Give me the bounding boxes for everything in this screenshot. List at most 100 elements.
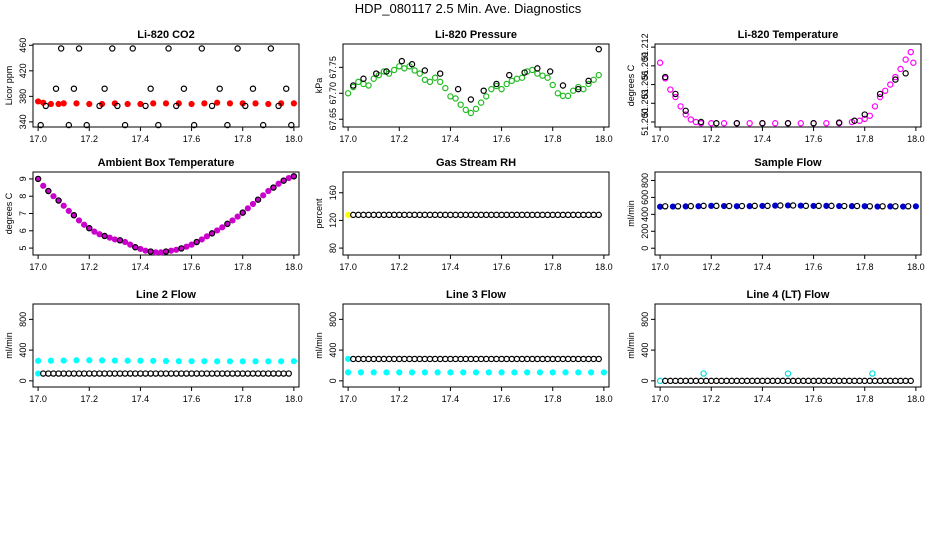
y-tick-label: 160 bbox=[328, 185, 338, 200]
data-point bbox=[188, 370, 195, 377]
data-point bbox=[695, 203, 702, 210]
data-point bbox=[106, 370, 113, 377]
data-point bbox=[65, 207, 72, 215]
data-point bbox=[360, 355, 367, 363]
y-tick-label: 800 bbox=[18, 312, 28, 327]
data-point bbox=[73, 357, 80, 364]
data-point bbox=[55, 370, 62, 377]
data-point bbox=[226, 100, 234, 107]
x-tick-label: 17.8 bbox=[544, 134, 562, 144]
data-point bbox=[101, 370, 108, 377]
data-point bbox=[656, 377, 664, 385]
data-point bbox=[549, 355, 556, 363]
x-tick-label: 18.0 bbox=[595, 394, 613, 404]
data-point bbox=[254, 196, 262, 203]
data-point bbox=[892, 73, 899, 81]
data-point bbox=[493, 211, 500, 219]
data-point bbox=[738, 377, 746, 385]
data-point bbox=[518, 74, 526, 81]
data-point bbox=[254, 370, 262, 377]
data-point bbox=[856, 117, 863, 124]
data-point bbox=[738, 202, 746, 210]
chart-ambient: Ambient Box Temperature 17.0 17.2 17.4 17.6 1… bbox=[4, 157, 303, 272]
data-point bbox=[370, 211, 377, 219]
data-point bbox=[836, 202, 843, 210]
x-tick-label: 17.4 bbox=[132, 394, 150, 404]
data-point bbox=[360, 80, 367, 88]
data-point bbox=[488, 355, 495, 363]
series-magenta bbox=[656, 48, 917, 127]
data-point bbox=[828, 202, 835, 210]
data-point bbox=[431, 74, 439, 81]
x-tick-label: 17.6 bbox=[805, 134, 823, 144]
x-tick-label: 17.4 bbox=[442, 262, 460, 272]
data-point bbox=[713, 377, 720, 385]
data-point bbox=[431, 355, 439, 363]
data-point bbox=[380, 355, 388, 363]
data-point bbox=[554, 90, 562, 97]
data-point bbox=[219, 224, 226, 231]
data-point bbox=[887, 81, 894, 88]
data-point bbox=[421, 355, 429, 363]
data-point bbox=[275, 370, 282, 377]
data-point bbox=[35, 357, 42, 364]
chart-title: Line 4 (LT) Flow bbox=[747, 289, 830, 301]
data-point bbox=[672, 93, 679, 101]
data-point bbox=[687, 116, 695, 123]
x-tick-label: 17.2 bbox=[391, 394, 409, 404]
x-tick-label: 17.8 bbox=[234, 394, 252, 404]
data-point bbox=[426, 78, 434, 86]
series-black bbox=[350, 211, 602, 219]
series-cyan2 bbox=[35, 370, 42, 377]
series-black bbox=[34, 173, 298, 255]
data-point bbox=[700, 202, 707, 210]
data-point bbox=[239, 358, 246, 365]
data-point bbox=[121, 121, 129, 129]
data-point bbox=[370, 369, 377, 376]
y-tick-label: 51.212 bbox=[640, 33, 650, 61]
chart-line3: Line 3 Flow 17.0 17.2 17.4 17.6 17.8 18.0 0 400 8… bbox=[314, 289, 613, 404]
data-point bbox=[815, 202, 822, 210]
x-tick-label: 17.2 bbox=[81, 262, 99, 272]
plot-frame bbox=[654, 171, 922, 256]
data-point bbox=[457, 355, 464, 363]
data-point bbox=[483, 93, 490, 100]
data-point bbox=[42, 102, 49, 110]
series-black bbox=[662, 377, 914, 385]
data-point bbox=[662, 203, 669, 210]
data-point bbox=[390, 211, 398, 219]
data-point bbox=[457, 211, 464, 219]
x-tick-label: 17.2 bbox=[81, 134, 99, 144]
data-point bbox=[173, 102, 180, 110]
series-cyan bbox=[345, 369, 607, 376]
data-point bbox=[866, 203, 874, 210]
x-tick-label: 17.8 bbox=[234, 262, 252, 272]
data-point bbox=[733, 120, 741, 127]
data-point bbox=[546, 68, 554, 75]
data-point bbox=[569, 211, 577, 219]
data-point bbox=[416, 355, 423, 363]
data-point bbox=[772, 120, 779, 127]
data-point bbox=[477, 355, 485, 363]
data-point bbox=[759, 202, 766, 210]
data-point bbox=[129, 45, 136, 52]
data-point bbox=[65, 370, 73, 377]
data-point bbox=[759, 120, 766, 127]
data-point bbox=[513, 75, 521, 82]
data-point bbox=[178, 370, 185, 377]
data-point bbox=[708, 120, 715, 127]
data-point bbox=[472, 211, 480, 219]
data-point bbox=[188, 100, 195, 108]
data-point bbox=[436, 355, 444, 363]
data-point bbox=[772, 202, 779, 209]
data-point bbox=[355, 211, 362, 219]
y-tick-label: 420 bbox=[18, 63, 28, 78]
data-point bbox=[265, 100, 272, 108]
data-point bbox=[224, 121, 231, 129]
data-point bbox=[521, 69, 528, 76]
data-point bbox=[142, 102, 149, 110]
series-black bbox=[662, 70, 909, 127]
data-point bbox=[114, 102, 121, 110]
data-point bbox=[524, 369, 531, 376]
data-point bbox=[132, 370, 139, 377]
